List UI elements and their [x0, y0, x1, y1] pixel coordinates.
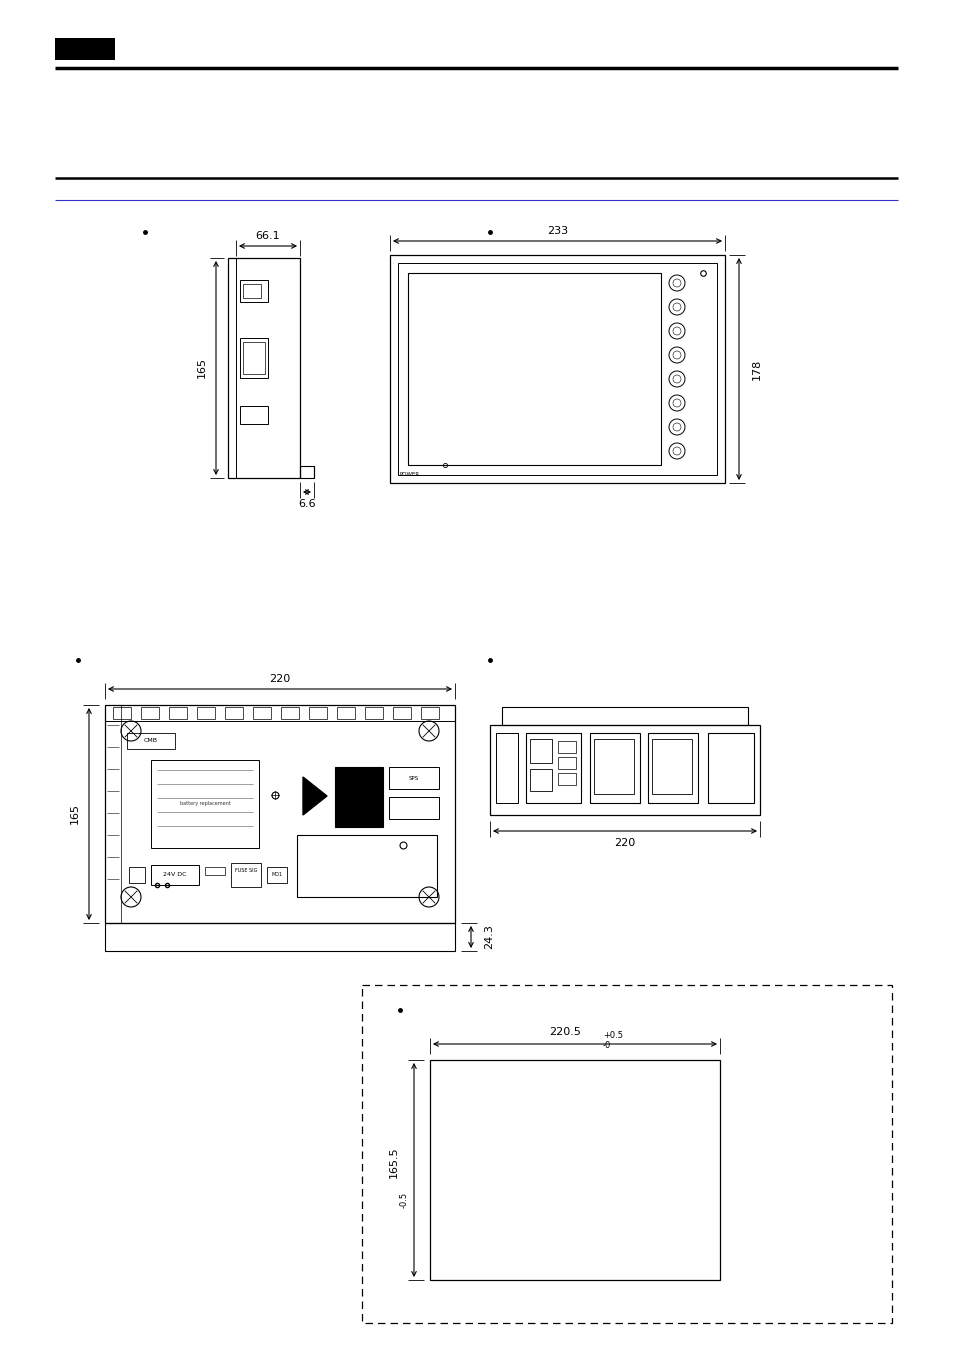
Bar [408, 274, 660, 465]
Bar [205, 867, 225, 875]
Bar [105, 705, 121, 923]
Text: -0.5: -0.5 [399, 1192, 408, 1208]
Bar [55, 38, 115, 61]
Bar [496, 733, 517, 803]
Bar [169, 706, 187, 718]
Text: CMB: CMB [144, 739, 158, 744]
Text: SPS: SPS [409, 775, 418, 780]
Bar [267, 867, 287, 883]
Bar [228, 257, 299, 479]
Bar [105, 705, 455, 721]
Bar [594, 739, 634, 794]
Text: 233: 233 [546, 226, 567, 236]
Text: MO1: MO1 [272, 872, 282, 878]
Bar [127, 733, 174, 749]
Bar [558, 758, 576, 768]
Bar [430, 1060, 720, 1281]
Bar [707, 733, 753, 803]
Bar [151, 760, 258, 848]
Bar [336, 706, 355, 718]
Text: POWER: POWER [399, 473, 419, 477]
Bar [525, 733, 580, 803]
Text: 165: 165 [70, 803, 80, 825]
Bar [490, 725, 760, 816]
Text: 178: 178 [751, 359, 761, 380]
Text: 165.5: 165.5 [389, 1146, 398, 1178]
Text: 6.6: 6.6 [298, 499, 315, 510]
Polygon shape [303, 776, 327, 816]
Bar [196, 706, 214, 718]
Bar [390, 255, 724, 483]
Bar [281, 706, 298, 718]
Text: 220: 220 [269, 674, 291, 683]
Bar [253, 706, 271, 718]
Bar [243, 342, 265, 373]
Bar [393, 706, 411, 718]
Text: battery replacement: battery replacement [179, 801, 230, 806]
Text: 220.5: 220.5 [549, 1027, 580, 1037]
Bar [530, 739, 552, 763]
Bar [389, 797, 438, 820]
Bar [129, 867, 145, 883]
Bar [240, 338, 268, 377]
Bar [389, 767, 438, 789]
Text: 24V DC: 24V DC [163, 872, 187, 878]
Bar [647, 733, 698, 803]
Bar [651, 739, 691, 794]
Bar [530, 768, 552, 791]
Bar [361, 985, 891, 1322]
Bar [589, 733, 639, 803]
Bar [335, 767, 382, 828]
Bar [105, 923, 455, 950]
Bar [558, 772, 576, 785]
Bar [151, 865, 199, 886]
Bar [240, 280, 268, 302]
Bar [112, 706, 131, 718]
Bar [105, 705, 455, 923]
Bar [501, 706, 747, 725]
Text: -0: -0 [602, 1042, 611, 1050]
Text: 24.3: 24.3 [483, 925, 494, 949]
Bar [299, 466, 314, 479]
Bar [558, 741, 576, 754]
Text: 220: 220 [614, 838, 635, 848]
Bar [225, 706, 243, 718]
Bar [365, 706, 382, 718]
Bar [231, 863, 261, 887]
Bar [296, 834, 436, 896]
Text: 66.1: 66.1 [255, 231, 280, 241]
Text: 165: 165 [196, 357, 207, 379]
Text: +0.5: +0.5 [602, 1031, 622, 1041]
Bar [309, 706, 327, 718]
Bar [397, 263, 717, 474]
Bar [240, 406, 268, 425]
Text: FUSE SIG: FUSE SIG [234, 868, 257, 872]
Bar [420, 706, 438, 718]
Bar [243, 284, 261, 298]
Bar [141, 706, 159, 718]
